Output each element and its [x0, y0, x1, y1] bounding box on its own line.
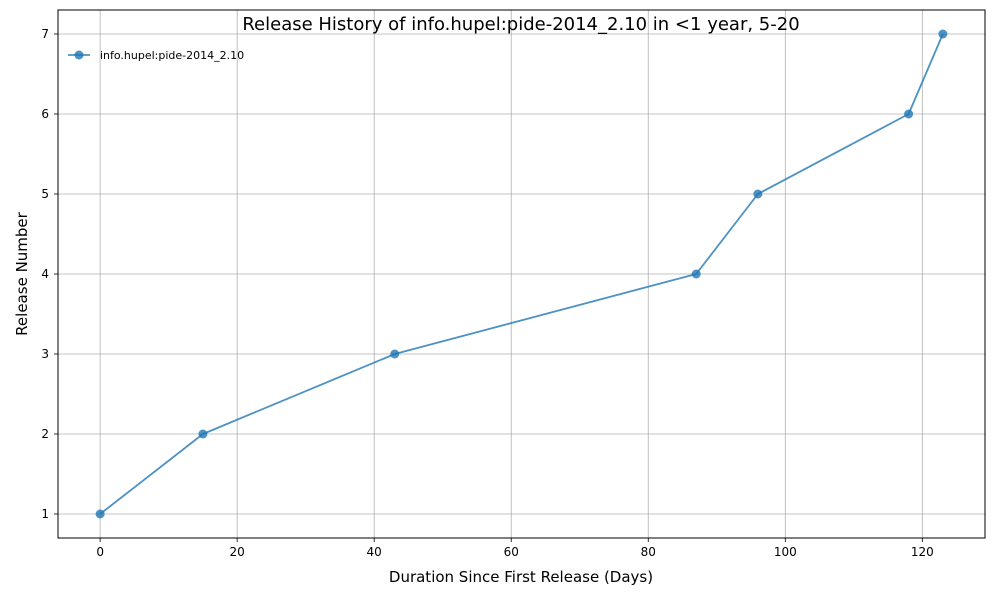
x-tick-label: 120	[911, 545, 934, 559]
chart-title: Release History of info.hupel:pide-2014_…	[242, 14, 799, 35]
grid-lines	[58, 10, 985, 538]
data-point	[904, 109, 914, 119]
data-point	[95, 509, 105, 519]
y-tick-label: 1	[41, 507, 49, 521]
y-tick-label: 7	[41, 27, 49, 41]
legend: info.hupel:pide-2014_2.10	[68, 49, 244, 62]
y-tick-label: 4	[41, 267, 49, 281]
x-tick-label: 80	[641, 545, 656, 559]
x-tick-label: 100	[774, 545, 797, 559]
x-axis-label: Duration Since First Release (Days)	[389, 568, 653, 586]
data-point	[198, 429, 208, 439]
data-point	[938, 29, 948, 39]
data-point	[390, 349, 400, 359]
y-tick-label: 3	[41, 347, 49, 361]
x-tick-label: 0	[96, 545, 104, 559]
series-layer	[95, 29, 948, 519]
y-tick-label: 2	[41, 427, 49, 441]
axis-ticks: 0 20 40 60 80 100 120 1 2 3 4 5 6 7	[41, 27, 933, 559]
y-axis-label: Release Number	[13, 211, 31, 335]
x-tick-label: 60	[504, 545, 519, 559]
data-point	[691, 269, 701, 279]
x-tick-label: 20	[230, 545, 245, 559]
legend-label: info.hupel:pide-2014_2.10	[100, 49, 244, 62]
y-tick-label: 6	[41, 107, 49, 121]
y-tick-label: 5	[41, 187, 49, 201]
legend-marker-swatch	[74, 50, 84, 60]
x-tick-label: 40	[367, 545, 382, 559]
data-point	[753, 189, 763, 199]
